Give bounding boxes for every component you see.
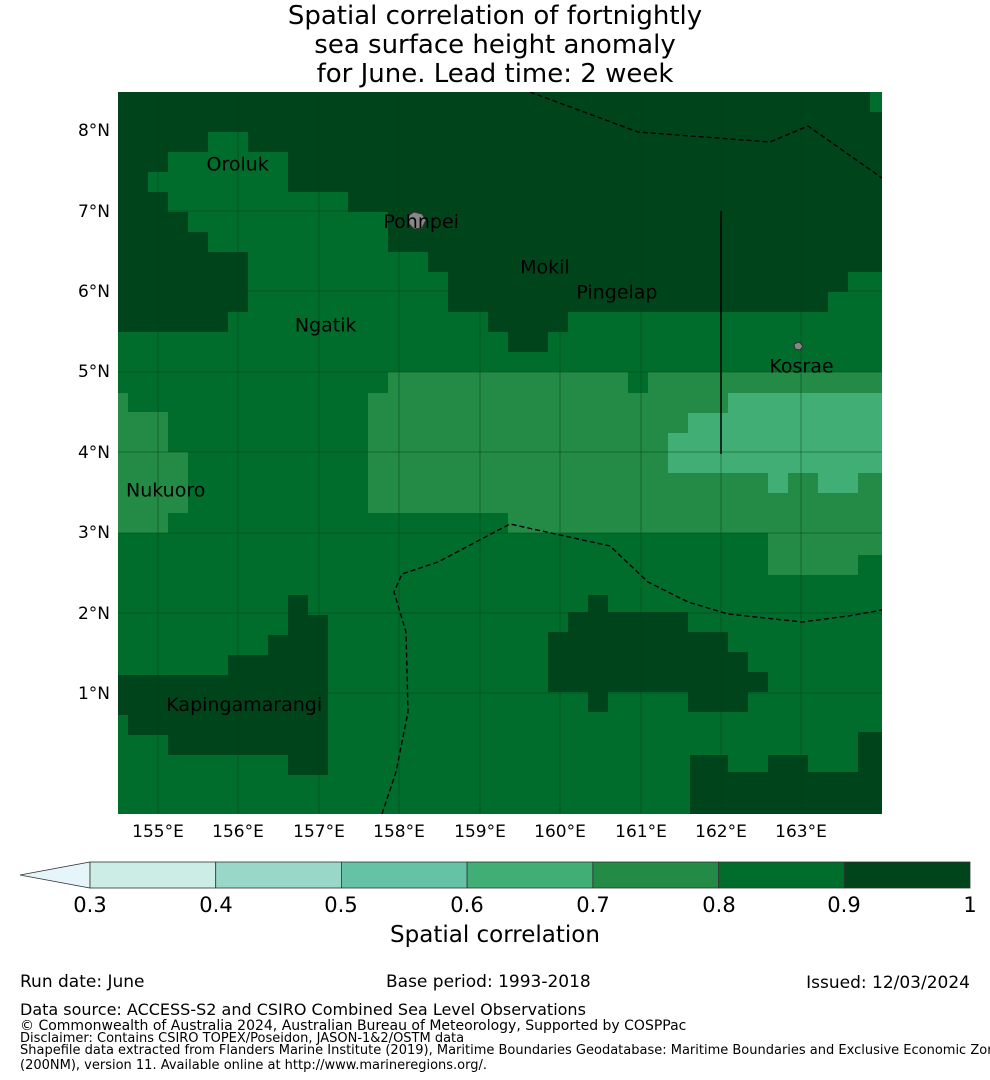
colorbar-tick-label: 0.7 [576, 893, 610, 917]
island-kosrae [793, 341, 804, 351]
eez-boundaries [381, 92, 882, 814]
lat-tick-label: 5°N [77, 362, 110, 382]
colorbar-tick-label: 0.3 [73, 893, 107, 917]
place-labels: Oroluk Pohnpei Mokil Pingelap Ngatik Kosrae Nu… [126, 153, 834, 716]
correlation-map: Oroluk Pohnpei Mokil Pingelap Ngatik Kosrae Nu… [118, 92, 882, 814]
region-west-dark [118, 192, 248, 332]
place-label-kosrae: Kosrae [769, 356, 833, 378]
issued-date: Issued: 12/03/2024 [806, 973, 970, 993]
colorbar-segment [340, 861, 468, 889]
disclaimer: Disclaimer: Contains CSIRO TOPEX/Poseido… [20, 1031, 465, 1046]
eez-boundary-north [529, 92, 882, 179]
eez-boundary-south [381, 523, 882, 814]
region-west-band [118, 393, 188, 533]
shapefile-credit-2: (200NM), version 11. Available online at… [20, 1058, 488, 1073]
lon-tick-label: 163°E [775, 822, 827, 842]
region-ne-patch [870, 92, 882, 112]
lon-tick-label: 155°E [132, 822, 184, 842]
lon-tick-label: 159°E [454, 822, 506, 842]
region-southeast-dark [548, 595, 768, 712]
place-label-oroluk: Oroluk [207, 153, 269, 175]
title-line-2: sea surface height anomaly [314, 30, 676, 60]
place-label-nukuoro: Nukuoro [126, 479, 205, 501]
lon-tick-label: 158°E [373, 822, 425, 842]
lon-tick-label: 162°E [695, 822, 747, 842]
colorbar-tick-label: 0.9 [827, 893, 861, 917]
colorbar-tick-label: 0.8 [702, 893, 736, 917]
colorbar-segment [718, 861, 845, 889]
title-line-1: Spatial correlation of fortnightly [287, 1, 703, 31]
place-label-mokil: Mokil [520, 257, 570, 279]
title-line-3: for June. Lead time: 2 week [316, 59, 674, 89]
colorbar-tick-label: 0.6 [450, 893, 484, 917]
place-label-pohnpei: Pohnpei [383, 211, 459, 233]
data-source: Data source: ACCESS-S2 and CSIRO Combine… [20, 1000, 586, 1019]
place-label-kapingamarangi: Kapingamarangi [166, 694, 322, 716]
shapefile-credit-1: Shapefile data extracted from Flanders M… [20, 1043, 990, 1058]
lon-tick-label: 156°E [212, 822, 264, 842]
region-north-dark [118, 92, 882, 352]
lon-tick-label: 160°E [534, 822, 586, 842]
place-label-pingelap: Pingelap [576, 281, 657, 303]
colorbar-extend-low [19, 861, 91, 889]
colorbar-segment [89, 861, 217, 889]
colorbar-segment [466, 861, 594, 889]
map-title: Spatial correlation of fortnightly sea s… [0, 2, 990, 89]
region-south-corner-dark [690, 732, 882, 814]
lat-tick-label: 3°N [77, 523, 110, 543]
colorbar-segment [215, 861, 342, 889]
lat-tick-label: 2°N [77, 604, 110, 624]
lat-tick-label: 4°N [77, 443, 110, 463]
lon-tick-label: 161°E [615, 822, 667, 842]
colorbar-segments [19, 861, 971, 889]
lon-tick-label: 157°E [293, 822, 345, 842]
place-label-ngatik: Ngatik [295, 314, 357, 336]
colorbar-tick-label: 0.4 [199, 893, 233, 917]
island-pohnpei [407, 211, 427, 230]
copyright-notice: © Commonwealth of Australia 2024, Austra… [20, 1018, 687, 1034]
islands [407, 211, 804, 351]
colorbar-tick-label: 0.5 [324, 893, 358, 917]
colorbar-segment [592, 861, 720, 889]
lat-tick-label: 7°N [77, 202, 110, 222]
base-period: Base period: 1993-2018 [386, 972, 591, 992]
colorbar-tick-label: 1 [963, 893, 977, 917]
colorbar-label: Spatial correlation [390, 922, 600, 948]
lat-tick-label: 1°N [77, 684, 110, 704]
region-southwest-dark [118, 595, 328, 775]
colorbar-segment [843, 861, 971, 889]
correlation-regions [118, 92, 882, 814]
run-date: Run date: June [20, 972, 145, 992]
colorbar [19, 861, 971, 889]
lat-tick-label: 8°N [77, 121, 110, 141]
lat-tick-label: 6°N [77, 282, 110, 302]
